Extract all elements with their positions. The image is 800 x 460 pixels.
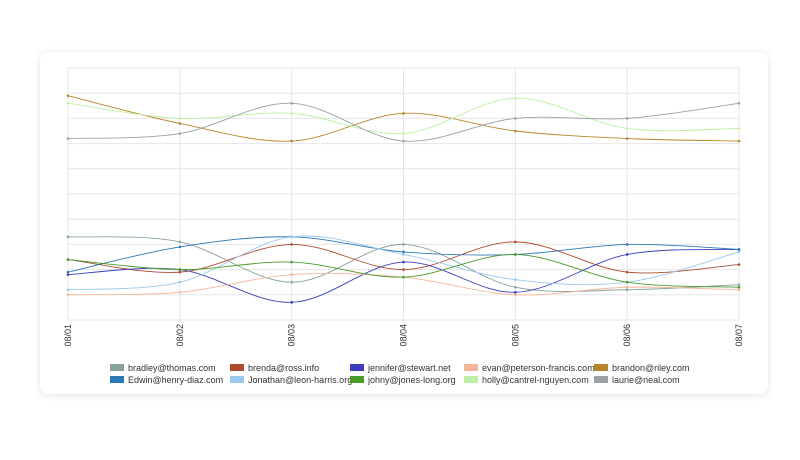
data-point <box>290 139 293 143</box>
x-tick-label: 08/05 <box>510 324 520 347</box>
legend-swatch <box>594 376 608 383</box>
data-point <box>402 275 405 279</box>
legend-swatch <box>230 376 244 383</box>
data-point <box>737 139 741 143</box>
data-point <box>66 293 70 297</box>
data-point <box>402 250 405 254</box>
data-point <box>66 94 70 98</box>
data-point <box>625 285 629 289</box>
legend-swatch <box>110 364 124 371</box>
data-point <box>625 280 629 284</box>
data-point <box>737 127 741 130</box>
data-point <box>66 235 70 239</box>
data-point <box>178 122 182 125</box>
data-point <box>625 288 629 292</box>
data-point <box>290 235 293 239</box>
data-point <box>402 139 405 143</box>
legend-label: johny@jones-long.org <box>367 375 456 385</box>
data-point <box>514 96 517 100</box>
data-point <box>66 101 70 105</box>
legend: bradley@thomas.com brenda@ross.info jennif… <box>110 363 690 385</box>
data-point <box>290 243 293 246</box>
data-point <box>66 258 70 261</box>
data-point <box>66 288 70 292</box>
legend-label: brenda@ross.info <box>248 363 319 373</box>
legend-label: Edwin@henry-diaz.com <box>128 375 223 385</box>
data-point <box>625 270 629 274</box>
data-point <box>514 240 517 244</box>
data-point <box>737 250 741 254</box>
data-point <box>178 117 182 120</box>
data-point <box>402 112 405 115</box>
data-point <box>402 132 405 135</box>
x-tick-label: 08/04 <box>399 324 409 347</box>
legend-label: bradley@thomas.com <box>128 363 216 373</box>
data-point <box>290 301 293 304</box>
legend-swatch <box>110 376 124 383</box>
legend-swatch <box>350 376 364 383</box>
legend-swatch <box>464 364 478 371</box>
data-point <box>290 112 293 115</box>
legend-label: evan@peterson-francis.com <box>482 363 595 373</box>
data-point <box>290 101 293 105</box>
data-point <box>66 137 70 140</box>
data-point <box>625 137 629 140</box>
legend-label: jennifer@stewart.net <box>367 363 451 373</box>
data-point <box>514 290 517 294</box>
legend-swatch <box>230 364 244 371</box>
data-point <box>402 253 405 256</box>
x-tick-label: 08/07 <box>734 324 744 347</box>
data-point <box>737 263 741 266</box>
data-point <box>737 283 741 287</box>
data-point <box>66 270 70 274</box>
data-point <box>290 260 293 264</box>
data-point <box>514 253 517 256</box>
data-point <box>178 270 182 274</box>
legend-swatch <box>594 364 608 371</box>
data-point <box>66 273 70 276</box>
data-point <box>625 253 629 256</box>
legend-swatch <box>464 376 478 383</box>
legend-label: Jonathan@leon-harris.org <box>248 375 352 385</box>
data-point <box>625 117 629 120</box>
x-tick-label: 08/06 <box>622 324 632 347</box>
data-point <box>625 127 629 130</box>
x-axis-ticks: 08/01 08/02 08/03 08/04 08/05 08/06 08/07 <box>63 324 744 347</box>
data-point <box>178 132 182 135</box>
data-point <box>178 245 182 249</box>
x-tick-label: 08/01 <box>63 324 73 347</box>
chart-card: 08/01 08/02 08/03 08/04 08/05 08/06 08/07 brad… <box>40 52 768 394</box>
legend-label: holly@cantrel-nguyen.com <box>482 375 589 385</box>
data-point <box>514 129 517 133</box>
data-point <box>178 280 182 284</box>
data-point <box>737 101 741 105</box>
data-point <box>737 248 741 251</box>
x-tick-label: 08/02 <box>175 324 185 347</box>
data-point <box>178 268 182 271</box>
data-point <box>514 117 517 120</box>
data-point <box>514 278 517 281</box>
data-point <box>737 288 741 292</box>
data-point <box>178 290 182 294</box>
x-tick-label: 08/03 <box>287 324 297 347</box>
data-point <box>178 240 182 244</box>
chart-grid <box>67 67 740 321</box>
legend-label: laurie@neal.com <box>612 375 680 385</box>
data-point <box>514 293 517 297</box>
data-point <box>514 285 517 289</box>
data-point <box>402 243 405 246</box>
data-point <box>290 273 293 276</box>
legend-label: brandon@riley.com <box>612 363 690 373</box>
data-point <box>402 260 405 264</box>
data-point <box>290 280 293 284</box>
data-point <box>402 268 405 271</box>
data-point <box>625 243 629 246</box>
legend-swatch <box>350 364 364 371</box>
line-chart: 08/01 08/02 08/03 08/04 08/05 08/06 08/07 brad… <box>63 67 744 385</box>
data-point <box>737 285 741 289</box>
series-points <box>66 94 741 304</box>
